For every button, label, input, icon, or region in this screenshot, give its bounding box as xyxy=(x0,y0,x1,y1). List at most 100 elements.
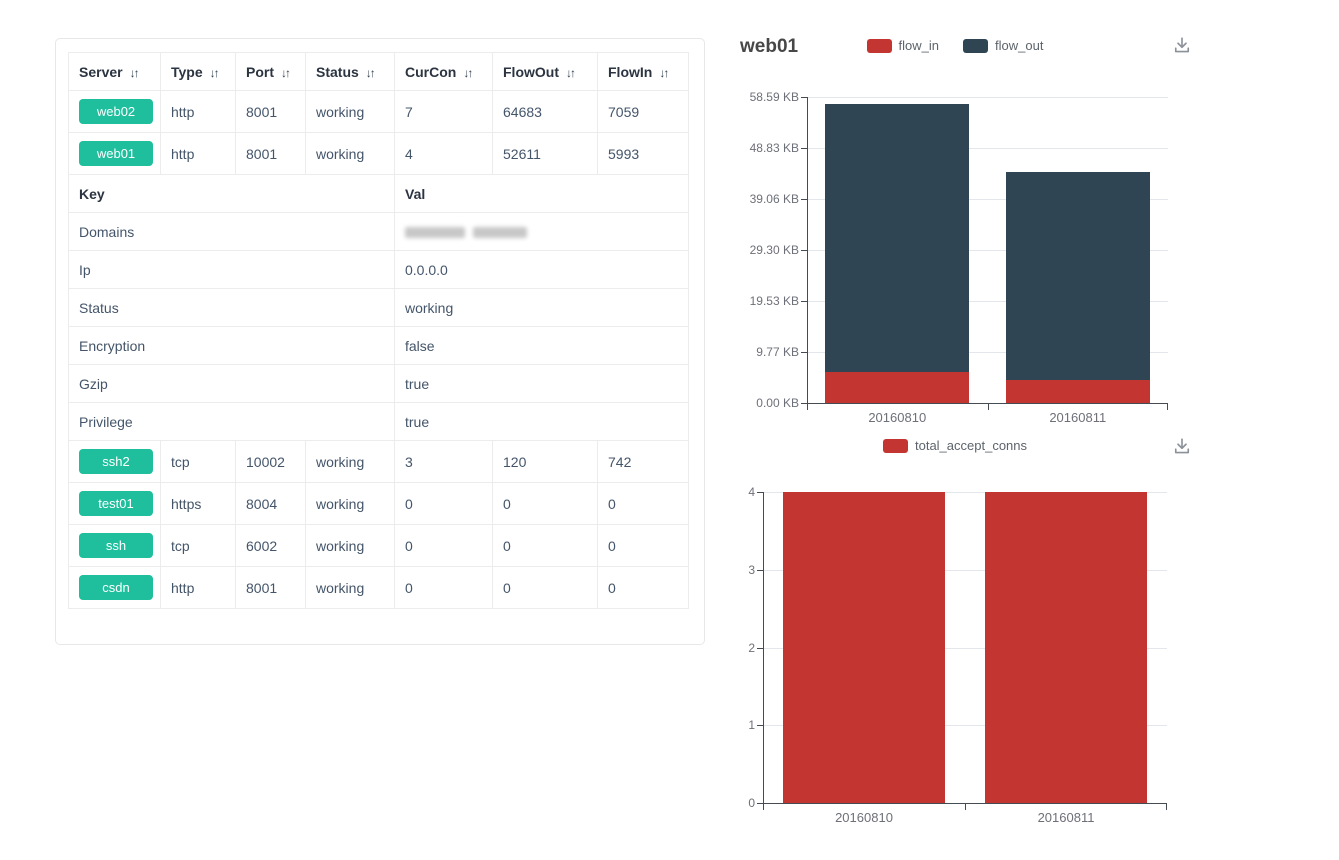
flowin-cell: 0 xyxy=(597,566,689,609)
server-badge-web02[interactable]: web02 xyxy=(79,99,153,124)
bar-flow_out-20160811[interactable] xyxy=(1005,172,1150,381)
server-badge-csdn[interactable]: csdn xyxy=(79,575,153,600)
status-cell: working xyxy=(305,524,395,567)
column-header-label: Server xyxy=(79,63,123,80)
port-cell: 8001 xyxy=(235,90,306,133)
column-header-label: CurCon xyxy=(405,63,457,80)
key-cell: Privilege xyxy=(68,402,395,441)
flowout-cell: 0 xyxy=(492,482,598,525)
y-axis-label: 39.06 KB xyxy=(749,192,799,206)
val-cell: true xyxy=(394,402,689,441)
val-cell: working xyxy=(394,288,689,327)
x-axis-tick xyxy=(807,404,808,410)
server-badge-ssh2[interactable]: ssh2 xyxy=(79,449,153,474)
server-badge-test01[interactable]: test01 xyxy=(79,491,153,516)
legend-swatch xyxy=(882,438,908,453)
y-axis-label: 9.77 KB xyxy=(756,345,799,359)
sort-icon[interactable]: ↓↑ xyxy=(659,65,669,80)
bar-flow_in-20160810[interactable] xyxy=(825,372,970,403)
val-cell: true xyxy=(394,364,689,403)
y-axis-tick xyxy=(757,803,763,804)
port-cell: 10002 xyxy=(235,440,306,483)
y-axis-label: 29.30 KB xyxy=(749,243,799,257)
grid-line xyxy=(763,647,1167,649)
server-badge-web01[interactable]: web01 xyxy=(79,141,153,166)
y-axis-tick xyxy=(801,97,807,98)
sort-icon[interactable]: ↓↑ xyxy=(209,65,220,80)
column-header-flowout[interactable]: FlowOut ↓↑ xyxy=(492,52,598,91)
type-cell: https xyxy=(160,482,236,525)
sort-icon[interactable]: ↓↑ xyxy=(365,65,376,80)
x-axis-label: 20160811 xyxy=(1049,410,1107,425)
key-val-row-ip: Ip 0.0.0.0 xyxy=(68,250,689,289)
x-axis-tick xyxy=(965,804,966,810)
flow-chart-download-button[interactable] xyxy=(1170,34,1194,58)
flow-chart-header: web01 flow_in flow_out xyxy=(720,34,1190,62)
sort-icon[interactable]: ↓↑ xyxy=(566,65,576,80)
status-cell: working xyxy=(305,440,395,483)
val-header-cell: Val xyxy=(394,174,689,213)
key-val-row-privilege: Privilege true xyxy=(68,402,689,441)
grid-line xyxy=(807,148,1168,149)
y-axis-label: 58.59 KB xyxy=(749,90,799,104)
legend-item-flow_in[interactable]: flow_in xyxy=(866,38,939,53)
legend-item-total_accept_conns[interactable]: total_accept_conns xyxy=(882,438,1027,453)
column-header-server[interactable]: Server ↓↑ xyxy=(68,52,161,91)
val-cell: false xyxy=(394,326,689,365)
x-axis-tick xyxy=(1166,804,1167,810)
charts-panel: web01 flow_in flow_out 0.00 KB 9.77 KB 19.5… xyxy=(720,0,1339,860)
status-cell: working xyxy=(305,482,395,525)
type-cell: tcp xyxy=(160,440,236,483)
flowout-cell: 120 xyxy=(492,440,598,483)
curcon-cell: 0 xyxy=(394,524,493,567)
server-table-card: Server ↓↑ Type ↓↑ Port ↓↑ Status ↓↑ CurCon ↓↑ Flow… xyxy=(55,38,705,645)
bar-total_accept_conns-20160811[interactable] xyxy=(985,492,1147,803)
y-axis-label: 2 xyxy=(748,640,755,655)
y-axis-tick xyxy=(757,647,763,649)
legend-swatch xyxy=(866,38,892,53)
flow-chart-plot: 0.00 KB 9.77 KB 19.53 KB 29.30 KB 39.06 KB 48… xyxy=(750,90,1168,425)
key-val-row-domains: Domains xyxy=(68,212,689,251)
column-header-port[interactable]: Port ↓↑ xyxy=(235,52,306,91)
bar-total_accept_conns-20160810[interactable] xyxy=(783,492,945,803)
bar-flow_out-20160810[interactable] xyxy=(825,104,970,373)
column-header-status[interactable]: Status ↓↑ xyxy=(305,52,395,91)
server-table: Server ↓↑ Type ↓↑ Port ↓↑ Status ↓↑ CurCon ↓↑ Flow… xyxy=(68,52,689,609)
curcon-cell: 0 xyxy=(394,566,493,609)
column-header-flowin[interactable]: FlowIn ↓↑ xyxy=(597,52,689,91)
key-val-row-encryption: Encryption false xyxy=(68,326,689,365)
val-cell xyxy=(394,212,689,251)
bar-flow_in-20160811[interactable] xyxy=(1005,380,1150,403)
sort-icon[interactable]: ↓↑ xyxy=(281,65,291,80)
y-axis-tick xyxy=(801,403,807,404)
val-cell: 0.0.0.0 xyxy=(394,250,689,289)
y-axis-tick xyxy=(801,352,807,353)
grid-line xyxy=(763,492,1167,493)
server-cell: ssh xyxy=(68,524,161,567)
x-axis-line xyxy=(763,803,1167,804)
legend-item-flow_out[interactable]: flow_out xyxy=(963,38,1043,53)
flowin-cell: 5993 xyxy=(597,132,689,175)
y-axis-label: 0.00 KB xyxy=(756,396,799,410)
x-axis-label: 20160810 xyxy=(868,410,927,425)
key-val-row-gzip: Gzip true xyxy=(68,364,689,403)
key-cell: Encryption xyxy=(68,326,395,365)
curcon-cell: 0 xyxy=(394,482,493,525)
column-header-curcon[interactable]: CurCon ↓↑ xyxy=(394,52,493,91)
sort-icon[interactable]: ↓↑ xyxy=(463,65,473,80)
key-cell: Status xyxy=(68,288,395,327)
column-header-label: Port xyxy=(246,63,274,80)
key-val-header-row: Key Val xyxy=(68,174,689,213)
legend-swatch xyxy=(963,38,989,53)
status-cell: working xyxy=(305,566,395,609)
conns-chart-download-button[interactable] xyxy=(1170,435,1194,459)
server-badge-ssh[interactable]: ssh xyxy=(79,533,153,558)
table-row-web02: web02 http 8001 working 7 64683 7059 xyxy=(68,90,689,133)
flowin-cell: 0 xyxy=(597,482,689,525)
sort-icon[interactable]: ↓↑ xyxy=(129,65,140,80)
status-cell: working xyxy=(305,90,395,133)
y-axis-tick xyxy=(801,301,807,302)
column-header-type[interactable]: Type ↓↑ xyxy=(160,52,236,91)
y-axis-label: 3 xyxy=(748,562,755,577)
